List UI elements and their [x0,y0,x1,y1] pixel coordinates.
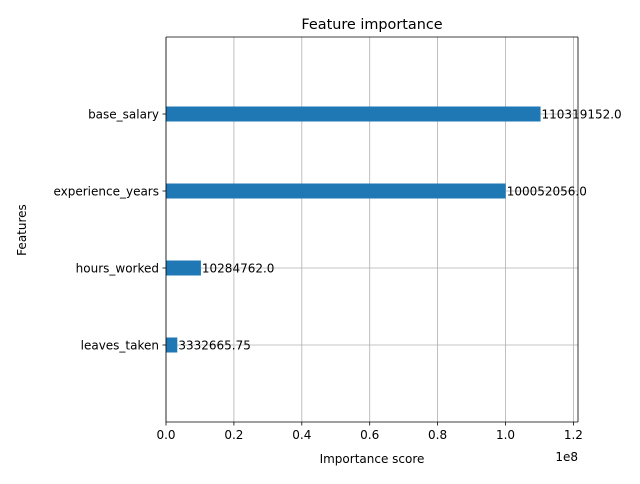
x-tick-label: 1.0 [496,428,515,442]
y-tick-label-experience_years: experience_years [53,185,159,199]
x-tick-label: 0.8 [428,428,447,442]
x-tick-label: 0.2 [224,428,243,442]
bar-hours_worked [166,260,201,276]
value-label-leaves_taken: 3332665.75 [178,339,251,353]
chart-title: Feature importance [301,17,442,33]
axes-layer [162,36,579,426]
bar-layer [166,106,541,353]
value-label-base_salary: 110319152.0 [542,108,622,122]
x-tick-label: 0.0 [156,428,175,442]
bar-base_salary [166,106,541,122]
y-axis-label: Features [15,204,29,256]
x-tick-label: 1.2 [564,428,583,442]
y-tick-label-hours_worked: hours_worked [76,262,159,276]
value-label-hours_worked: 10284762.0 [202,262,275,276]
x-axis-label: Importance score [320,452,425,466]
x-axis-offset-label: 1e8 [555,450,578,464]
y-tick-label-leaves_taken: leaves_taken [81,339,159,353]
bar-leaves_taken [166,337,178,353]
label-layer: 110319152.0 100052056.0 10284762.0 3332665.… [53,108,621,443]
value-label-experience_years: 100052056.0 [507,185,587,199]
x-tick-label: 0.6 [360,428,379,442]
bar-experience_years [166,183,506,199]
x-tick-label: 0.4 [292,428,311,442]
y-tick-label-base_salary: base_salary [88,108,159,122]
